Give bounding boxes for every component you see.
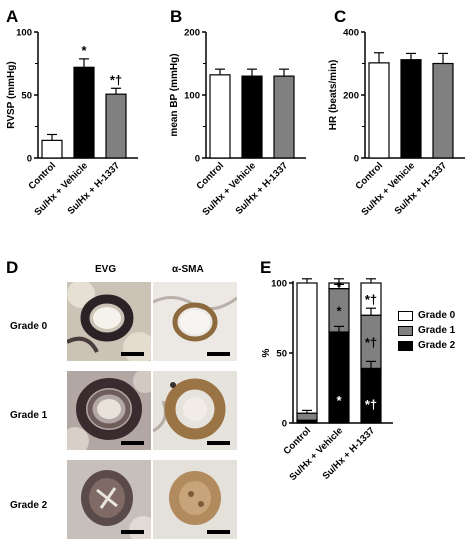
asma-grade-1-image <box>153 371 237 450</box>
scale-bar <box>121 530 144 534</box>
asma-grade-2-image <box>153 460 237 539</box>
significance-mark: *† <box>365 397 377 412</box>
significance-mark: * <box>81 43 87 58</box>
x-tick-label: Control <box>353 160 385 192</box>
y-axis-label: mean BP (mmHg) <box>169 53 180 136</box>
asma-grade-0-image <box>153 282 237 361</box>
y-tick-label: 50 <box>276 349 287 360</box>
scale-bar <box>207 352 230 356</box>
legend-swatch-grade-2 <box>398 341 413 351</box>
panel-label-d: D <box>6 258 19 277</box>
stacked-bar-segment <box>360 367 382 424</box>
y-tick-label: 0 <box>282 419 287 430</box>
evg-grade-2-image <box>67 460 151 539</box>
scale-bar <box>207 530 230 534</box>
y-tick-label: 100 <box>184 91 200 102</box>
scale-bar <box>207 441 230 445</box>
stacked-bar-segment <box>296 412 318 421</box>
bar <box>41 139 63 159</box>
column-header-asma: α-SMA <box>172 264 204 275</box>
y-tick-label: 200 <box>184 28 200 39</box>
panel-label-c: C <box>334 7 347 26</box>
legend-swatch-grade-0 <box>398 311 413 321</box>
y-tick-label: 50 <box>21 91 32 102</box>
bar <box>273 75 295 159</box>
scale-bar <box>121 441 144 445</box>
legend-label-grade-2: Grade 2 <box>418 340 456 351</box>
y-tick-label: 400 <box>343 28 359 39</box>
scale-bar <box>121 352 144 356</box>
legend-label-grade-0: Grade 0 <box>418 310 456 321</box>
bar <box>400 59 422 159</box>
significance-mark: * <box>336 393 342 408</box>
y-axis-label: % <box>261 348 272 357</box>
legend-swatch-grade-1 <box>398 326 413 336</box>
row-header-grade-1: Grade 1 <box>10 410 48 421</box>
row-header-grade-2: Grade 2 <box>10 500 48 511</box>
y-tick-label: 0 <box>195 154 200 165</box>
significance-mark: *† <box>365 335 377 350</box>
row-header-grade-0: Grade 0 <box>10 321 48 332</box>
significance-mark: * <box>336 303 342 318</box>
stacked-bar-segment <box>328 331 350 424</box>
y-tick-label: 100 <box>16 28 32 39</box>
panel-label-a: A <box>6 7 19 26</box>
evg-grade-0-image <box>67 282 151 361</box>
x-tick-label: Control <box>281 425 313 457</box>
y-axis-label: RVSP (mmHg) <box>6 61 17 128</box>
panel-label-e: E <box>260 258 272 277</box>
panel-label-b: B <box>170 7 183 26</box>
y-tick-label: 200 <box>343 91 359 102</box>
significance-mark: *† <box>110 72 122 87</box>
bar <box>105 93 127 159</box>
y-tick-label: 0 <box>354 154 359 165</box>
legend-label-grade-1: Grade 1 <box>418 325 456 336</box>
significance-mark: *† <box>365 292 377 307</box>
bar <box>73 66 95 159</box>
stacked-bar-segment <box>296 282 318 414</box>
y-axis-label: HR (beats/min) <box>328 60 339 131</box>
y-tick-label: 0 <box>27 154 32 165</box>
bar <box>241 75 263 159</box>
y-tick-label: 100 <box>271 279 287 290</box>
bar <box>368 62 390 159</box>
x-tick-label: Control <box>194 160 226 192</box>
x-tick-label: Control <box>26 160 58 192</box>
significance-mark: * <box>336 279 342 294</box>
evg-grade-1-image <box>67 371 151 450</box>
column-header-evg: EVG <box>95 264 117 275</box>
bar <box>432 62 454 159</box>
bar <box>209 74 231 159</box>
